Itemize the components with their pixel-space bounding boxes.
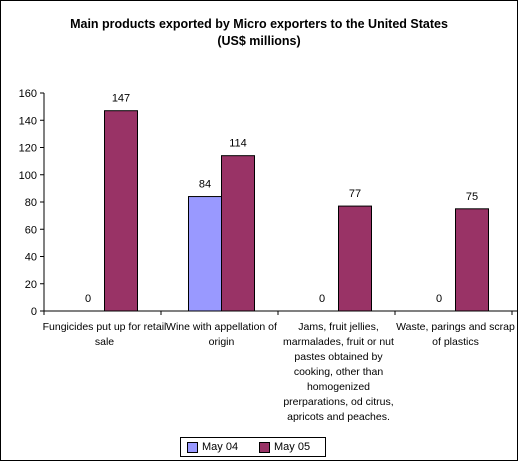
data-label: 114 (229, 138, 247, 150)
legend: May 04 May 05 (180, 437, 326, 457)
category-label: Fungicides put up for retail sale (41, 320, 169, 350)
category-label-line: Fungicides put up for retail (42, 321, 167, 333)
chart-title-line: (US$ millions) (217, 34, 301, 48)
category-label-line: homogenized (306, 381, 371, 393)
data-label: 77 (349, 188, 361, 200)
y-tick-label: 80 (25, 197, 37, 209)
data-label: 0 (436, 293, 442, 305)
category-label-line: marmalades, fruit or nut (283, 336, 394, 348)
y-tick-label: 20 (25, 279, 37, 291)
y-tick-label: 100 (19, 170, 37, 182)
legend-swatch-may04 (187, 442, 198, 453)
legend-label-may04: May 04 (202, 441, 239, 453)
bar-may04 (188, 196, 222, 312)
chart-title: Main products exported by Micro exporter… (0, 16, 518, 50)
y-tick-label: 160 (19, 88, 37, 100)
legend-label-may05: May 05 (274, 441, 311, 453)
category-label-line: of plastics (432, 336, 479, 348)
data-label: 147 (112, 93, 130, 105)
y-tick-label: 0 (31, 306, 37, 318)
y-tick-label: 120 (19, 143, 37, 155)
category-label-line: Waste, parings and scrap (396, 321, 515, 333)
category-label-line: Wine with appellation of (166, 321, 277, 333)
y-tick-label: 60 (25, 224, 37, 236)
legend-swatch-may05 (259, 442, 270, 453)
bar-may05 (455, 208, 489, 312)
category-label-line: apricots and peaches. (287, 411, 390, 423)
data-label: 0 (319, 293, 325, 305)
data-label: 0 (85, 293, 91, 305)
category-label-line: pastes obtained by (294, 351, 383, 363)
category-label-line: cooking, other than (293, 366, 384, 378)
category-label: Waste, parings and scrap of plastics (392, 320, 518, 350)
category-label: Jams, fruit jellies, marmalades, fruit or… (275, 320, 403, 425)
category-label-line: prerparations, od citrus, (283, 396, 394, 408)
category-label-line: origin (208, 336, 235, 348)
category-label-line: sale (94, 336, 115, 348)
y-tick-label: 40 (25, 252, 37, 264)
bar-may05 (104, 110, 138, 312)
chart-title-line: Main products exported by Micro exporter… (70, 17, 448, 31)
category-label-line: Jams, fruit jellies, (298, 321, 379, 333)
bar-may05 (338, 205, 372, 312)
data-label: 75 (466, 191, 478, 203)
category-label: Wine with appellation of origin (158, 320, 286, 350)
bar-may05 (221, 155, 255, 312)
y-tick-label: 140 (19, 115, 37, 127)
data-label: 84 (199, 179, 211, 191)
